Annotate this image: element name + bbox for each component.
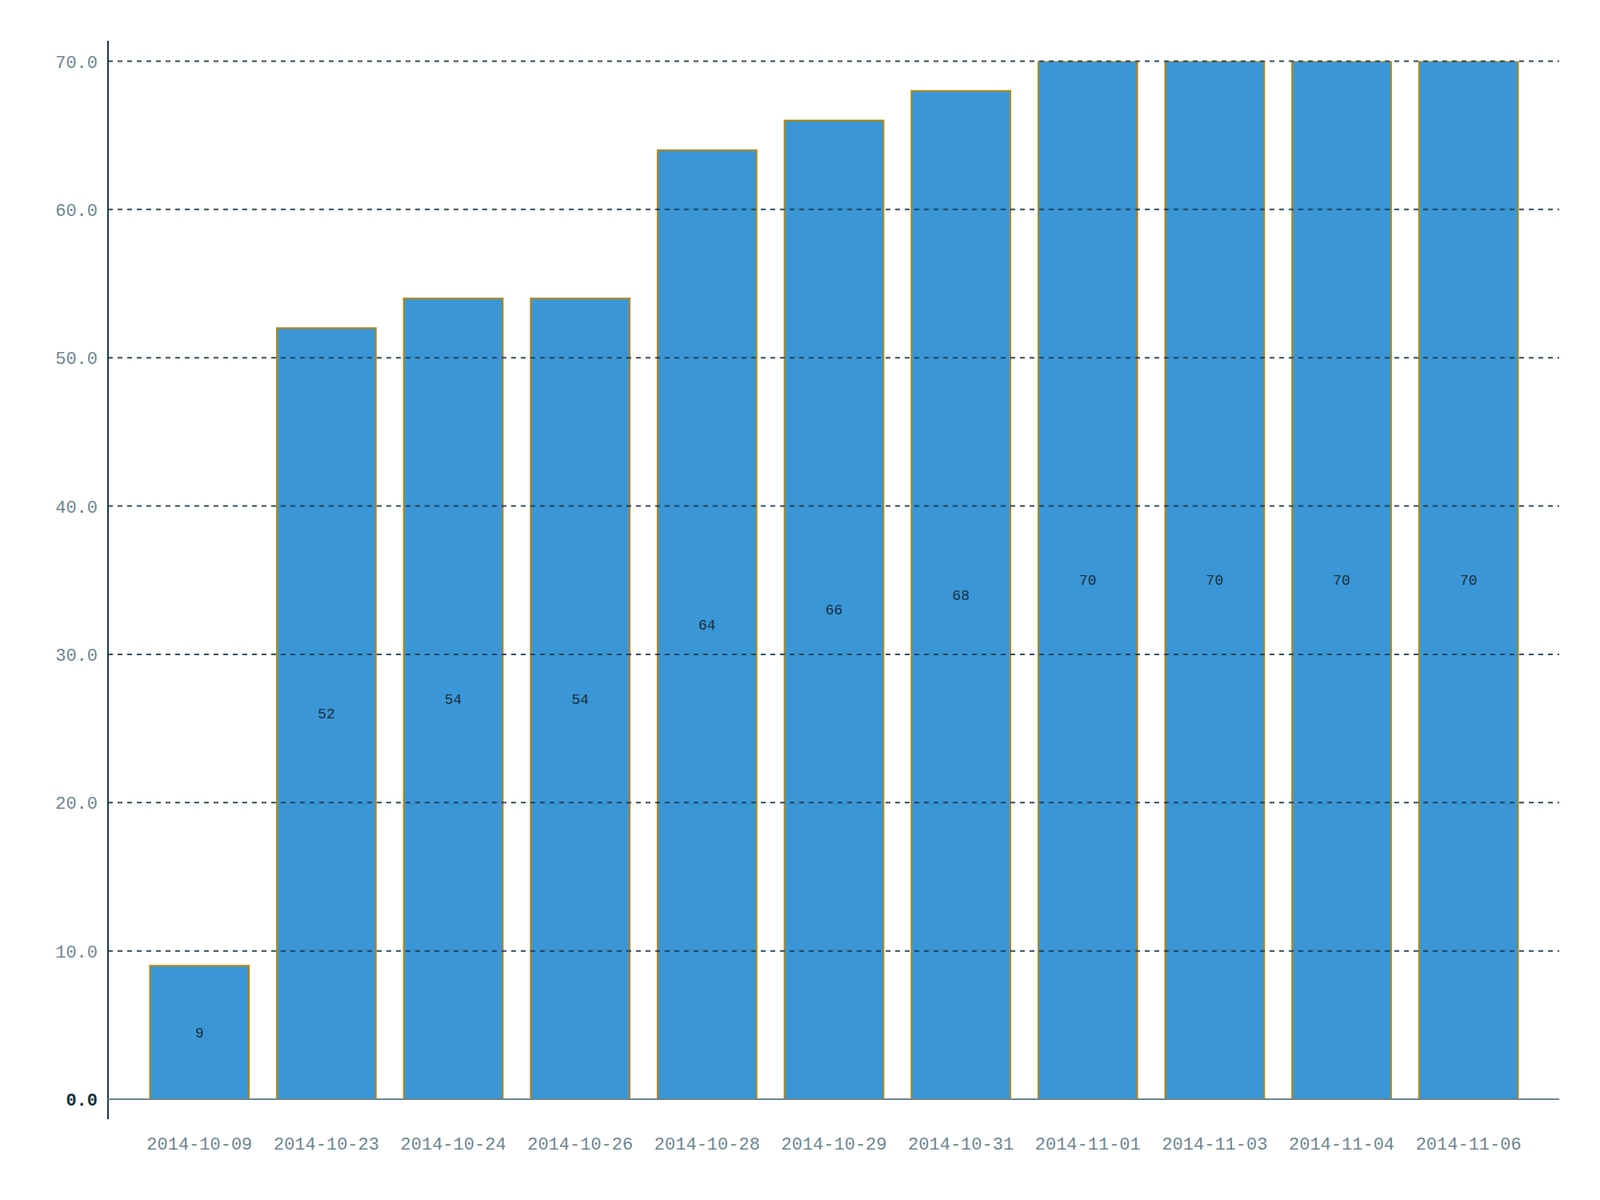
data-label: 9 <box>195 1025 204 1042</box>
bar <box>657 150 757 1100</box>
x-tick-label: 2014-10-24 <box>400 1135 507 1156</box>
x-tick-label: 2014-10-09 <box>146 1135 252 1156</box>
bar <box>1419 61 1519 1100</box>
y-tick-label: 10.0 <box>55 943 98 964</box>
bar <box>404 298 504 1100</box>
data-label: 54 <box>444 692 463 708</box>
bar <box>1292 61 1392 1100</box>
bars <box>149 61 1518 1100</box>
bar <box>530 298 630 1100</box>
bar <box>149 965 249 1100</box>
grid-line <box>108 208 1560 211</box>
x-tick-label: 2014-11-04 <box>1288 1135 1395 1156</box>
y-tick-label: 70.0 <box>55 53 98 74</box>
data-label: 64 <box>698 617 716 634</box>
grid-line <box>108 801 1560 804</box>
x-tick-label: 2014-10-31 <box>908 1135 1014 1156</box>
x-tick-label: 2014-10-23 <box>273 1135 380 1156</box>
grid-line <box>108 60 1560 63</box>
data-label: 70 <box>1206 572 1224 589</box>
y-tick-label: 60.0 <box>55 201 98 222</box>
chart-container: 0.0 10.0 20.0 30.0 40.0 50.0 60.0 70.0 2014-10-0… <box>0 0 1600 1200</box>
bar <box>1038 61 1138 1100</box>
y-axis <box>107 40 109 1120</box>
x-tick-label: 2014-11-01 <box>1035 1135 1141 1156</box>
x-axis <box>108 1098 1560 1100</box>
y-tick-label: 40.0 <box>55 498 98 519</box>
grid <box>108 61 1560 952</box>
grid-line <box>108 950 1560 952</box>
data-label: 68 <box>952 588 970 604</box>
y-tick-label: 30.0 <box>55 646 98 667</box>
data-label: 66 <box>825 602 844 619</box>
grid-line <box>108 356 1560 359</box>
data-label: 52 <box>317 706 336 723</box>
y-tick-label: 50.0 <box>55 349 98 370</box>
y-tick-label: 0.0 <box>65 1091 98 1112</box>
chart-svg: 0.0 10.0 20.0 30.0 40.0 50.0 60.0 70.0 2014-10-0… <box>0 0 1600 1200</box>
bar <box>911 91 1011 1100</box>
x-tick-label: 2014-10-29 <box>780 1135 887 1156</box>
x-tick-label: 2014-11-03 <box>1161 1135 1268 1156</box>
x-tick-label: 2014-10-28 <box>654 1135 760 1156</box>
data-label: 70 <box>1079 572 1097 589</box>
bar <box>276 328 376 1100</box>
data-label: 54 <box>571 692 589 708</box>
x-tick-label: 2014-11-06 <box>1416 1135 1522 1156</box>
data-label: 70 <box>1460 572 1478 589</box>
data-label: 70 <box>1332 572 1351 589</box>
bar <box>1165 61 1265 1100</box>
grid-line <box>108 505 1560 508</box>
x-tick-label: 2014-10-26 <box>527 1135 633 1156</box>
grid-line <box>108 653 1560 656</box>
y-tick-label: 20.0 <box>55 794 98 815</box>
bar <box>784 120 884 1100</box>
